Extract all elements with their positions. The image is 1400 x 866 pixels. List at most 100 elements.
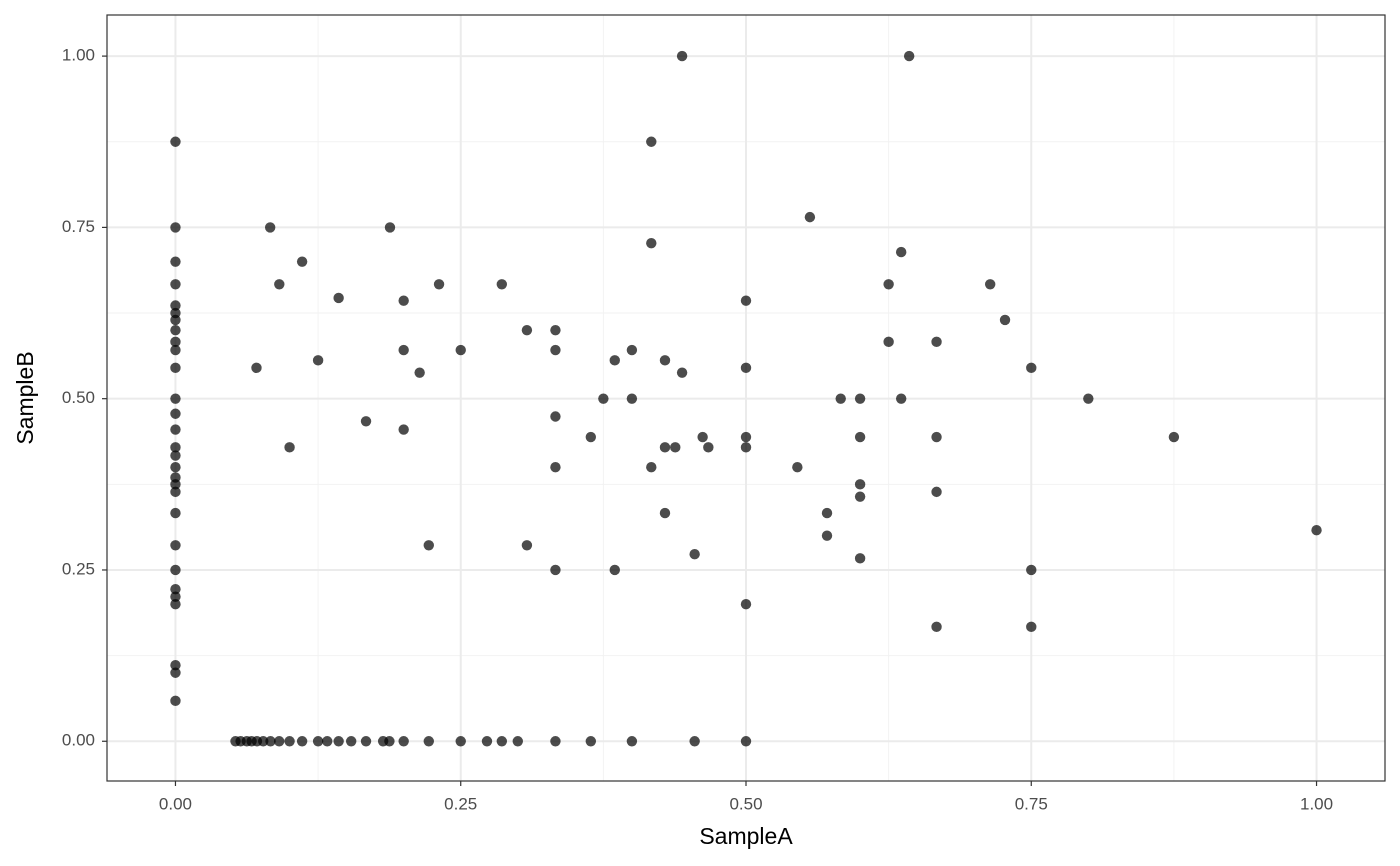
point (384, 222, 396, 233)
points (170, 50, 1322, 747)
point (646, 237, 657, 249)
point (521, 540, 533, 551)
point (423, 540, 434, 551)
point (670, 442, 681, 453)
point (170, 336, 181, 348)
point (360, 416, 372, 427)
point (854, 393, 866, 404)
point (821, 530, 833, 541)
point (659, 355, 671, 366)
point (550, 344, 561, 356)
point (170, 393, 181, 404)
point (883, 336, 894, 348)
point (170, 424, 181, 435)
point (360, 736, 372, 747)
point (170, 442, 181, 453)
point (284, 736, 295, 747)
point (984, 279, 996, 290)
point (265, 736, 276, 747)
point (170, 300, 181, 311)
point (333, 292, 344, 304)
point (895, 393, 907, 404)
point (170, 462, 181, 473)
point (903, 50, 915, 62)
point (170, 583, 181, 595)
point (170, 695, 181, 707)
point (740, 442, 752, 453)
point (322, 736, 333, 747)
x-tick-label: 1.00 (1300, 794, 1333, 813)
point (170, 279, 181, 290)
point (170, 507, 181, 519)
point (821, 507, 833, 519)
point (646, 462, 657, 473)
point (1026, 621, 1037, 633)
point (854, 479, 866, 490)
x-tick-label: 0.25 (444, 794, 477, 813)
point (854, 553, 866, 564)
point (284, 442, 295, 453)
point (626, 393, 638, 404)
point (626, 736, 638, 747)
point (312, 736, 324, 747)
point (170, 540, 181, 551)
point (931, 621, 942, 633)
point (703, 442, 714, 453)
point (296, 256, 308, 267)
point (740, 736, 752, 747)
point (433, 279, 445, 290)
point (170, 136, 181, 147)
point (170, 344, 181, 356)
point (740, 295, 752, 306)
point (170, 660, 181, 671)
point (398, 344, 409, 356)
point (1168, 431, 1180, 443)
point (585, 431, 597, 443)
point (170, 362, 181, 374)
point (170, 486, 181, 498)
point (609, 355, 620, 366)
point (296, 736, 308, 747)
point (689, 549, 700, 560)
point (170, 479, 181, 490)
point (550, 462, 561, 473)
point (251, 362, 262, 374)
point (676, 367, 688, 378)
point (626, 344, 638, 356)
y-tick-label: 1.00 (62, 46, 95, 65)
point (496, 736, 508, 747)
point (895, 246, 907, 258)
y-axis-label: SampleB (12, 351, 38, 444)
point (170, 314, 181, 326)
x-tick-label: 0.50 (729, 794, 762, 813)
point (398, 295, 409, 306)
y-tick-label: 0.00 (62, 731, 95, 750)
point (740, 431, 752, 443)
point (455, 344, 466, 356)
point (170, 450, 181, 461)
point (999, 314, 1011, 326)
point (170, 591, 181, 602)
x-tick-label: 0.75 (1015, 794, 1048, 813)
y-tick-label: 0.75 (62, 217, 95, 236)
point (689, 736, 700, 747)
point (931, 431, 942, 443)
point (170, 408, 181, 419)
point (659, 507, 671, 519)
point (740, 362, 752, 374)
point (550, 564, 561, 576)
point (496, 279, 508, 290)
point (274, 279, 285, 290)
point (170, 222, 181, 233)
point (170, 599, 181, 610)
point (384, 736, 395, 747)
point (854, 431, 866, 443)
point (481, 736, 493, 747)
point (585, 736, 597, 747)
point (550, 411, 561, 422)
point (646, 136, 657, 147)
point (792, 462, 803, 473)
point (740, 599, 752, 610)
point (931, 486, 942, 498)
